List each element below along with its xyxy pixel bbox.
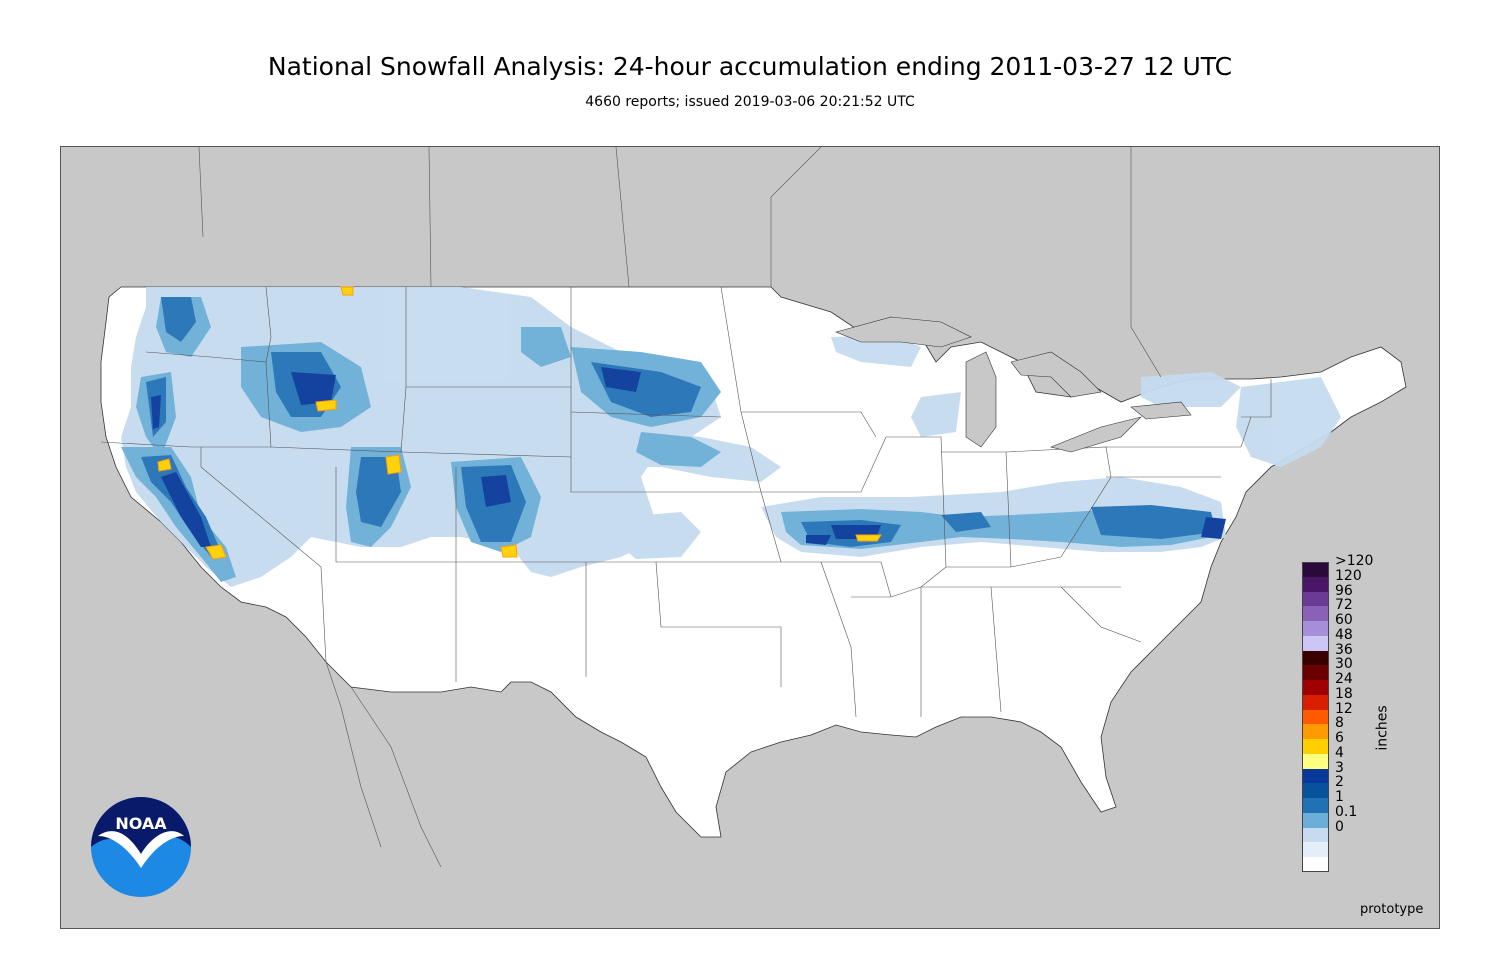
legend-swatch (1302, 783, 1329, 798)
legend-swatch (1302, 798, 1329, 813)
map-subtitle: 4660 reports; issued 2019-03-06 20:21:52… (585, 94, 915, 110)
legend-swatch (1302, 724, 1329, 739)
legend-label: 36 (1335, 641, 1353, 658)
legend-label: 0 (1335, 818, 1344, 835)
legend-label: 1 (1335, 789, 1344, 805)
legend-label: 4 (1335, 744, 1344, 761)
legend-label: 96 (1335, 582, 1353, 599)
legend-label: 18 (1335, 685, 1353, 702)
legend-swatch (1302, 665, 1329, 680)
noaa-logo: NOAA (90, 796, 192, 898)
legend-label: 60 (1335, 612, 1353, 628)
legend-label: 30 (1335, 656, 1353, 673)
legend-swatch (1302, 753, 1329, 769)
legend-units-label: inches (1374, 705, 1391, 751)
legend-label: 12 (1335, 700, 1353, 717)
legend-label: 6 (1335, 730, 1344, 746)
map-panel (60, 146, 1440, 929)
country-borders (198, 147, 1162, 868)
legend-swatch (1302, 562, 1329, 577)
noaa-logo-icon: NOAA (91, 797, 191, 897)
legend-swatch (1302, 680, 1329, 695)
legend-label: 2 (1335, 774, 1344, 791)
legend-swatch (1302, 768, 1329, 784)
noaa-logo-text: NOAA (115, 814, 167, 833)
legend-swatch (1302, 650, 1329, 666)
legend-label: 48 (1335, 626, 1353, 643)
legend-swatch (1302, 591, 1329, 607)
legend-label: 0.1 (1335, 803, 1358, 820)
legend-swatch (1302, 621, 1329, 636)
legend-swatch (1302, 739, 1329, 754)
legend-label: 72 (1335, 597, 1353, 614)
legend-swatch (1302, 709, 1329, 725)
legend-swatch (1302, 606, 1329, 621)
legend-swatch (1302, 827, 1329, 843)
legend-swatch (1302, 812, 1329, 828)
legend-label: 3 (1335, 759, 1344, 776)
state-borders (100, 286, 1272, 718)
legend-swatch (1302, 857, 1329, 872)
legend-swatch (1302, 576, 1329, 592)
legend-label: >120 (1335, 553, 1374, 569)
map-title: National Snowfall Analysis: 24-hour accu… (267, 52, 1233, 81)
legend-swatch (1302, 694, 1329, 710)
prototype-label: prototype (1360, 902, 1424, 917)
great-lakes (835, 316, 1192, 453)
legend-label: 8 (1335, 715, 1344, 732)
legend-label: 24 (1335, 671, 1353, 687)
legend-swatch (1302, 842, 1329, 857)
us-snowfall-map (100, 147, 1407, 868)
legend-swatch (1302, 635, 1329, 651)
legend-label: 120 (1335, 567, 1362, 584)
